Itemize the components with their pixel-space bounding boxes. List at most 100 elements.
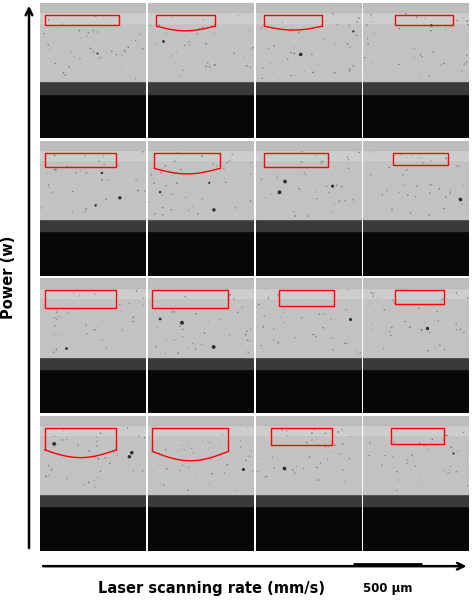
Point bbox=[265, 293, 273, 302]
Point bbox=[197, 329, 204, 338]
Point bbox=[177, 291, 184, 301]
Point bbox=[60, 68, 67, 78]
Point bbox=[275, 338, 283, 347]
Bar bbox=[255, 93, 362, 138]
Bar bbox=[255, 219, 362, 231]
Point bbox=[168, 13, 175, 22]
Point bbox=[353, 31, 360, 40]
Point bbox=[345, 164, 352, 173]
Point bbox=[183, 313, 191, 323]
Bar bbox=[255, 494, 362, 506]
Bar bbox=[148, 3, 254, 13]
Point bbox=[83, 31, 91, 41]
Point bbox=[309, 68, 317, 78]
Point bbox=[460, 327, 468, 337]
Point bbox=[336, 449, 343, 459]
Point bbox=[393, 486, 401, 495]
Point bbox=[210, 60, 218, 70]
Point bbox=[199, 436, 206, 445]
Point bbox=[247, 324, 255, 334]
Point bbox=[216, 67, 224, 76]
Point bbox=[388, 323, 396, 332]
Point bbox=[442, 192, 449, 202]
Bar bbox=[255, 140, 362, 160]
Point bbox=[420, 441, 428, 450]
Point bbox=[69, 187, 76, 196]
Point bbox=[97, 335, 105, 344]
Point bbox=[346, 64, 354, 74]
Point bbox=[139, 147, 147, 157]
Point bbox=[421, 199, 429, 209]
Point bbox=[45, 461, 52, 470]
Point bbox=[329, 345, 337, 355]
Point bbox=[424, 346, 431, 355]
Point bbox=[119, 443, 127, 453]
Point bbox=[436, 340, 444, 350]
Point bbox=[168, 205, 175, 214]
Point bbox=[42, 471, 49, 481]
Bar bbox=[148, 3, 254, 23]
Point bbox=[383, 186, 391, 196]
Point bbox=[329, 181, 337, 191]
Point bbox=[314, 475, 322, 485]
Point bbox=[442, 154, 450, 163]
Point bbox=[190, 448, 197, 458]
Point bbox=[153, 39, 160, 49]
Point bbox=[341, 338, 348, 348]
Point bbox=[158, 168, 165, 178]
Point bbox=[287, 48, 295, 58]
Point bbox=[41, 437, 49, 447]
Point bbox=[287, 71, 294, 81]
Point bbox=[83, 329, 91, 338]
Point bbox=[428, 435, 436, 444]
Bar bbox=[364, 140, 469, 219]
Point bbox=[261, 311, 268, 321]
Point bbox=[51, 329, 58, 339]
Point bbox=[326, 154, 333, 163]
Point bbox=[303, 438, 310, 447]
Point bbox=[408, 151, 415, 161]
Point bbox=[368, 320, 375, 329]
Point bbox=[336, 196, 343, 206]
Point bbox=[169, 170, 176, 180]
Point bbox=[259, 63, 266, 73]
Point bbox=[55, 329, 62, 339]
Point bbox=[176, 465, 184, 475]
Point bbox=[394, 475, 402, 485]
Point bbox=[317, 458, 324, 468]
Point bbox=[133, 286, 140, 296]
Point bbox=[71, 304, 79, 314]
Point bbox=[247, 446, 255, 456]
Point bbox=[320, 34, 328, 44]
Point bbox=[365, 40, 372, 49]
Point bbox=[179, 324, 186, 334]
Point bbox=[313, 150, 320, 160]
Bar bbox=[255, 3, 362, 13]
Point bbox=[456, 324, 464, 334]
Point bbox=[87, 44, 95, 54]
Point bbox=[293, 462, 301, 471]
Bar bbox=[40, 140, 146, 150]
Bar bbox=[40, 415, 146, 435]
Point bbox=[94, 149, 101, 158]
Point bbox=[50, 439, 58, 448]
Point bbox=[263, 471, 270, 481]
Point bbox=[411, 191, 419, 201]
Point bbox=[363, 20, 371, 29]
Point bbox=[339, 296, 346, 305]
Bar bbox=[148, 415, 254, 494]
Point bbox=[390, 437, 398, 447]
Point bbox=[274, 290, 282, 300]
Bar bbox=[148, 140, 254, 219]
Point bbox=[82, 320, 90, 330]
Point bbox=[94, 321, 102, 331]
Point bbox=[301, 168, 308, 178]
Point bbox=[211, 11, 219, 21]
Point bbox=[370, 29, 377, 39]
Point bbox=[162, 445, 170, 455]
Point bbox=[371, 28, 378, 38]
Point bbox=[416, 439, 423, 448]
Bar bbox=[364, 3, 469, 13]
Bar bbox=[364, 278, 469, 356]
Point bbox=[162, 181, 170, 190]
